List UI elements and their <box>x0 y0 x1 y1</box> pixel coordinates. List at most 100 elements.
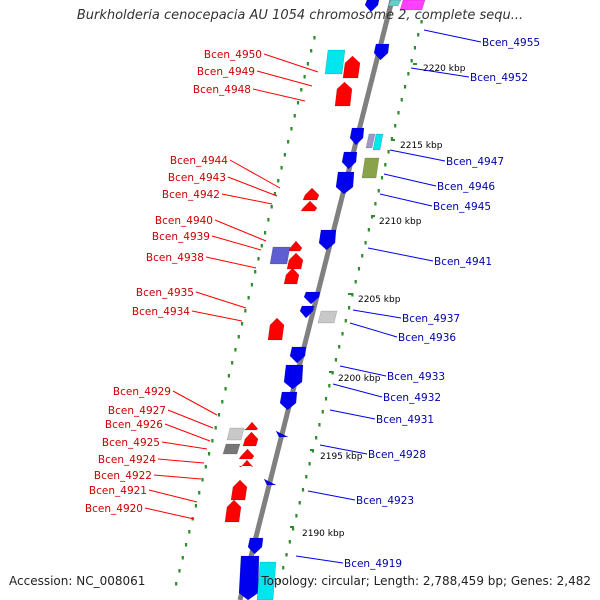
gene-label-reverse[interactable]: Bcen_4942 <box>162 189 220 201</box>
gene-label-reverse[interactable]: Bcen_4921 <box>89 485 147 497</box>
ruler-dot <box>250 283 254 287</box>
gene-label-forward[interactable]: Bcen_4923 <box>356 495 414 507</box>
gene-feature <box>222 443 241 455</box>
gene-label-forward[interactable]: Bcen_4955 <box>482 37 540 49</box>
gene-label-reverse[interactable]: Bcen_4924 <box>98 454 156 466</box>
ruler-dot <box>313 36 316 40</box>
ruler-dot <box>308 462 311 466</box>
ruler-dot <box>181 556 184 560</box>
gene-label-reverse[interactable]: Bcen_4938 <box>146 252 204 264</box>
gene-feature <box>283 364 304 390</box>
leader-line <box>423 29 482 43</box>
ruler-dot <box>301 488 305 492</box>
gene-feature <box>303 291 321 305</box>
gene-label-forward[interactable]: Bcen_4946 <box>437 181 495 193</box>
gene-label-reverse[interactable]: Bcen_4934 <box>132 306 190 318</box>
gene-label-forward[interactable]: Bcen_4931 <box>376 414 434 426</box>
ruler-dot <box>277 179 280 183</box>
gene-label-reverse[interactable]: Bcen_4926 <box>105 419 163 431</box>
leader-line <box>167 409 214 429</box>
gene-label-forward[interactable]: Bcen_4945 <box>433 201 491 213</box>
gene-label-reverse[interactable]: Bcen_4939 <box>152 231 210 243</box>
gene-feature <box>372 133 384 151</box>
ruler-dot <box>214 426 217 430</box>
gene-feature <box>289 346 307 364</box>
gene-feature <box>317 310 338 324</box>
ruler-dot <box>208 452 211 456</box>
gene-feature <box>243 421 259 431</box>
gene-feature <box>269 246 291 265</box>
ruler-dot <box>234 348 237 352</box>
gene-label-forward[interactable]: Bcen_4919 <box>344 558 402 570</box>
gene-label-forward[interactable]: Bcen_4936 <box>398 332 456 344</box>
gene-label-reverse[interactable]: Bcen_4950 <box>204 49 262 61</box>
gene-feature <box>263 478 277 486</box>
gene-label-reverse[interactable]: Bcen_4948 <box>193 84 251 96</box>
ruler-dot <box>257 257 260 261</box>
gene-label-reverse[interactable]: Bcen_4927 <box>108 405 166 417</box>
gene-feature <box>364 0 380 13</box>
ruler-dot <box>310 49 313 53</box>
gene-label-reverse[interactable]: Bcen_4949 <box>197 66 255 78</box>
gene-feature <box>373 43 390 61</box>
gene-label-reverse[interactable]: Bcen_4922 <box>94 470 152 482</box>
leader-line <box>379 193 433 207</box>
ruler-dot <box>413 46 417 50</box>
ruler-dot <box>334 358 338 362</box>
ruler-dot <box>227 374 230 378</box>
gene-feature <box>299 305 315 319</box>
ruler-dot <box>237 335 240 339</box>
leader-line <box>229 159 281 189</box>
leader-line <box>410 67 470 78</box>
gene-label-reverse[interactable]: Bcen_4944 <box>170 155 228 167</box>
leader-line <box>161 441 208 450</box>
gene-label-reverse[interactable]: Bcen_4929 <box>113 386 171 398</box>
ruler-dot <box>403 85 407 89</box>
gene-label-reverse[interactable]: Bcen_4925 <box>102 437 160 449</box>
ruler-dot <box>394 124 397 128</box>
ruler-dot <box>178 569 181 573</box>
gene-label-forward[interactable]: Bcen_4933 <box>387 371 445 383</box>
gene-feature <box>335 171 355 195</box>
gene-label-forward[interactable]: Bcen_4947 <box>446 156 504 168</box>
ruler-dot <box>380 176 384 180</box>
leader-line <box>205 256 257 269</box>
ruler-dot <box>188 530 191 534</box>
ruler-dot <box>374 202 377 206</box>
leader-line <box>263 53 319 73</box>
ruler-dot <box>341 332 344 336</box>
gene-label-reverse[interactable]: Bcen_4940 <box>155 215 213 227</box>
leader-line <box>352 309 402 319</box>
gene-label-forward[interactable]: Bcen_4941 <box>434 256 492 268</box>
ruler-dot <box>175 582 178 586</box>
gene-feature <box>238 448 255 460</box>
gene-label-forward[interactable]: Bcen_4937 <box>402 313 460 325</box>
gene-label-forward[interactable]: Bcen_4932 <box>383 392 441 404</box>
ruler-dot <box>390 137 393 141</box>
gene-feature <box>302 187 320 201</box>
gene-feature <box>399 0 426 11</box>
ruler-dot <box>305 475 308 479</box>
gene-label-reverse[interactable]: Bcen_4920 <box>85 503 143 515</box>
ruler-dot <box>407 72 410 76</box>
gene-label-reverse[interactable]: Bcen_4935 <box>136 287 194 299</box>
gene-label-forward[interactable]: Bcen_4928 <box>368 449 426 461</box>
gene-feature <box>283 267 300 285</box>
summary-text: Topology: circular; Length: 2,788,459 bp… <box>261 574 591 588</box>
gene-feature <box>318 229 337 251</box>
ruler-dot <box>338 345 341 349</box>
scale-tick-label: 2190 kbp <box>302 529 345 539</box>
gene-feature <box>267 317 285 341</box>
leader-line <box>191 310 243 322</box>
gene-feature <box>341 151 358 170</box>
gene-feature <box>286 252 304 270</box>
leader-line <box>252 88 306 102</box>
leader-line <box>195 291 247 309</box>
ruler-dot <box>290 127 293 131</box>
gene-label-reverse[interactable]: Bcen_4943 <box>168 172 226 184</box>
scale-tick-label: 2200 kbp <box>338 374 381 384</box>
leader-line <box>221 193 273 205</box>
ruler-dot <box>296 101 300 105</box>
gene-label-forward[interactable]: Bcen_4952 <box>470 72 528 84</box>
